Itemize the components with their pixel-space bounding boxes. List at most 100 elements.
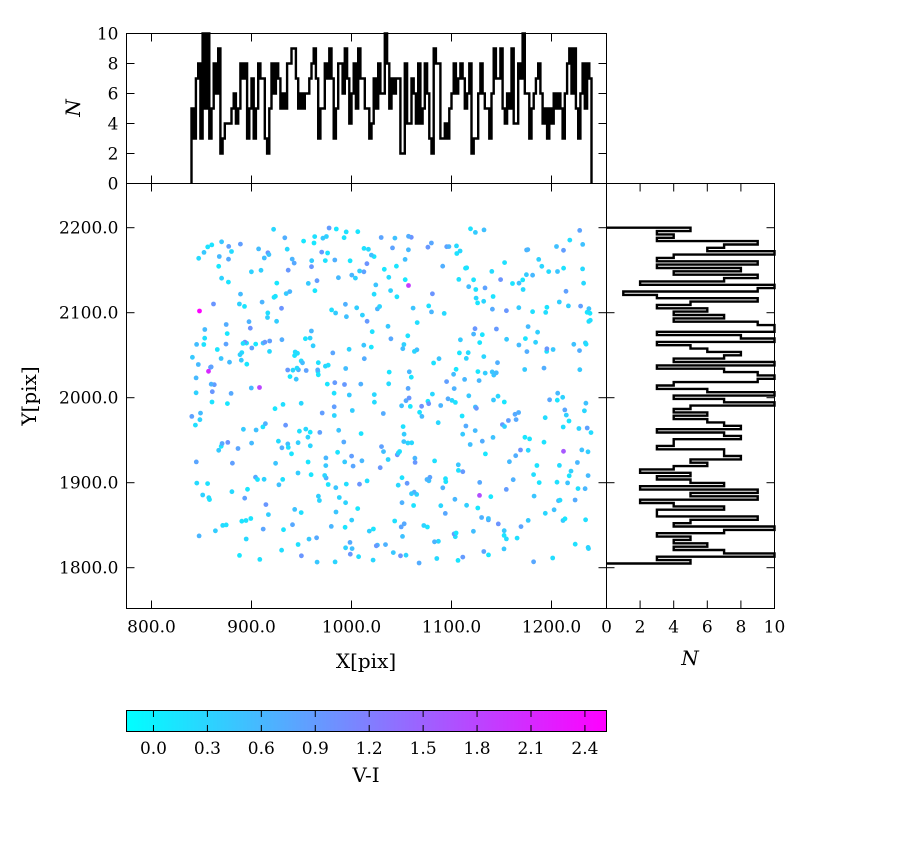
scatter-point	[399, 475, 405, 481]
scatter-xtick-label: 900.0	[227, 618, 276, 638]
scatter-point	[319, 410, 325, 416]
scatter-point	[544, 346, 550, 352]
scatter-point	[289, 451, 294, 457]
scatter-point	[381, 449, 386, 454]
scatter-ytick-label: 2100.0	[59, 304, 118, 324]
scatter-point	[530, 309, 535, 315]
scatter-point	[265, 315, 270, 320]
scatter-point	[342, 459, 348, 465]
scatter-point	[501, 399, 507, 405]
right-histogram-xlabel: N	[680, 646, 700, 670]
scatter-point	[285, 445, 291, 450]
scatter-point	[306, 536, 312, 542]
scatter-point	[274, 318, 279, 324]
scatter-point	[366, 528, 372, 534]
scatter-point	[307, 429, 313, 435]
scatter-point	[561, 448, 566, 454]
scatter-point	[226, 244, 232, 249]
scatter-point	[479, 515, 484, 520]
scatter-point	[495, 521, 501, 527]
scatter-point	[516, 280, 522, 286]
colorbar-label: V-I	[351, 763, 379, 787]
scatter-point	[476, 378, 482, 383]
scatter-point	[326, 225, 332, 231]
top-histogram-ytick-label: 4	[108, 115, 119, 135]
scatter-point	[386, 381, 392, 387]
scatter-point	[531, 493, 537, 499]
scatter-point	[542, 415, 548, 421]
scatter-point	[580, 242, 586, 247]
scatter-point	[332, 559, 338, 565]
scatter-point	[349, 453, 354, 459]
scatter-point	[246, 319, 252, 325]
scatter-point	[258, 267, 264, 273]
scatter-point	[531, 559, 536, 565]
scatter-point	[354, 305, 360, 311]
scatter-point	[501, 546, 507, 552]
scatter-point	[402, 257, 408, 262]
scatter-point	[430, 291, 435, 297]
scatter-point	[550, 555, 556, 561]
scatter-point	[303, 368, 309, 373]
scatter-point	[242, 495, 248, 501]
scatter-point	[333, 226, 339, 232]
scatter-point	[406, 395, 412, 401]
top-histogram: 0 2 4 6 8 10 N	[61, 25, 607, 195]
scatter-point	[477, 340, 483, 345]
scatter-point	[193, 375, 199, 381]
scatter-point	[555, 390, 561, 396]
scatter-point	[332, 257, 338, 263]
scatter-point	[197, 417, 203, 423]
scatter-xtick-label: 1200.0	[522, 618, 581, 638]
scatter-point	[315, 367, 321, 373]
scatter-point	[202, 327, 208, 332]
colorbar-tick-label: 2.4	[571, 739, 598, 759]
scatter-point	[466, 393, 472, 399]
scatter-point	[325, 362, 331, 368]
scatter-point	[292, 349, 298, 355]
scatter-point	[287, 374, 293, 379]
scatter-point	[307, 335, 313, 341]
scatter-point	[358, 381, 364, 387]
scatter-point	[219, 239, 225, 245]
scatter-point	[297, 428, 302, 434]
scatter-point	[218, 356, 224, 361]
scatter-point	[585, 449, 591, 455]
scatter-point	[312, 288, 318, 294]
right-histogram-xtick-label: 10	[764, 618, 786, 638]
scatter-point	[524, 349, 530, 354]
scatter-point	[369, 252, 374, 258]
scatter-point	[291, 260, 297, 266]
scatter-point	[477, 480, 483, 485]
scatter-point	[230, 460, 235, 466]
scatter-point	[401, 431, 407, 437]
scatter-point	[223, 522, 229, 528]
scatter-point	[438, 503, 444, 509]
scatter-point	[534, 463, 540, 468]
scatter-point	[196, 255, 202, 261]
scatter-point	[303, 336, 308, 342]
scatter-point	[409, 491, 414, 497]
scatter-point	[463, 423, 469, 429]
scatter-point	[310, 343, 316, 349]
scatter-point	[331, 404, 337, 410]
scatter-point	[566, 473, 572, 479]
scatter-point	[195, 362, 201, 367]
scatter-point	[360, 312, 365, 318]
scatter-point	[403, 398, 409, 404]
scatter-point	[284, 246, 290, 252]
scatter-point	[381, 266, 387, 272]
scatter-point	[343, 229, 349, 235]
scatter-point	[417, 409, 422, 415]
scatter-point	[555, 269, 560, 274]
top-histogram-ytick-label: 2	[108, 145, 119, 165]
scatter-point	[392, 518, 398, 524]
scatter-point	[346, 392, 352, 398]
scatter-point	[257, 557, 263, 562]
colorbar-ticks: 0.0 0.3 0.6 0.9 1.2 1.5 1.8 2.1 2.4	[140, 710, 598, 759]
scatter-point	[228, 391, 234, 396]
scatter-point	[317, 498, 322, 503]
scatter-point	[400, 346, 406, 352]
scatter-point	[239, 518, 245, 524]
scatter-point	[201, 250, 207, 255]
